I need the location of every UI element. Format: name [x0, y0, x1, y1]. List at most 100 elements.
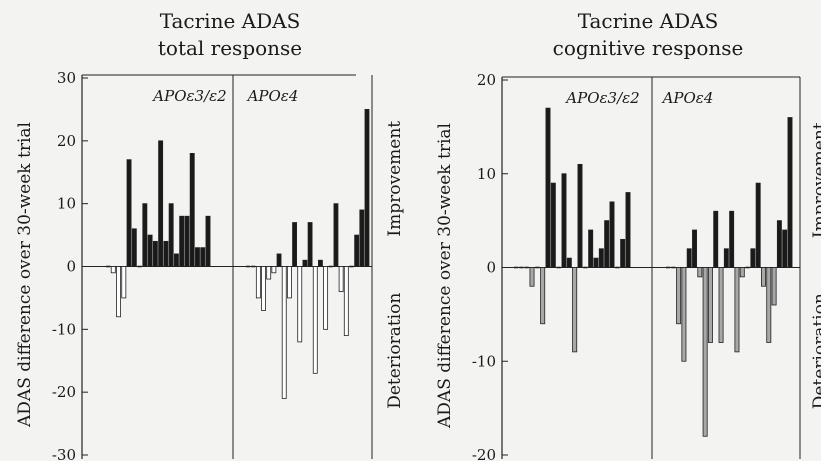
y-tick-label: -30 — [52, 446, 76, 461]
data-bar — [734, 267, 740, 353]
y-tick-label: 20 — [57, 132, 76, 150]
y-tick-label: 0 — [486, 259, 496, 277]
data-bar — [200, 247, 206, 267]
improvement-label: Improvement — [385, 121, 405, 237]
y-tick-label: 20 — [477, 71, 496, 89]
data-bar — [110, 266, 116, 274]
data-bar — [761, 267, 766, 287]
data-bar — [126, 159, 132, 267]
group-label: APOε3/ε2 — [564, 89, 639, 107]
data-bar — [593, 257, 599, 268]
data-bar — [318, 259, 323, 267]
data-bar — [292, 222, 297, 267]
data-bar — [739, 267, 745, 278]
data-bar — [147, 234, 153, 267]
data-bar — [676, 267, 682, 325]
data-bar — [131, 228, 137, 267]
data-bar — [158, 140, 164, 267]
chart-title-line: Tacrine ADAS — [578, 9, 719, 33]
data-bar — [281, 266, 287, 399]
y-tick-label: -10 — [52, 320, 76, 338]
data-bar — [121, 266, 127, 299]
data-bar — [364, 109, 370, 267]
data-bar — [766, 267, 772, 343]
group-label: APOε4 — [246, 87, 299, 105]
data-bar — [723, 248, 729, 268]
data-bar — [195, 247, 200, 267]
data-bar — [255, 266, 261, 299]
data-bar — [750, 248, 756, 268]
data-bar — [163, 240, 169, 267]
data-bar — [168, 203, 174, 267]
data-bar — [286, 266, 292, 299]
deterioration-label: Deterioration — [385, 293, 405, 409]
data-bar — [323, 266, 329, 330]
data-bar — [620, 238, 626, 268]
data-bar — [343, 266, 349, 337]
data-bar — [572, 267, 578, 353]
y-tick-label: -20 — [472, 446, 496, 461]
data-bar — [692, 229, 697, 268]
chart-panel-total: Tacrine ADAS total response -30 -20 -10 0 10 20… — [15, 9, 405, 461]
improvement-label: Improvement — [810, 122, 821, 238]
group-label: APOε4 — [661, 89, 714, 107]
group-label: APOε3/ε2 — [151, 87, 226, 105]
data-bar — [713, 210, 719, 268]
data-bar — [561, 173, 567, 268]
data-bar — [529, 267, 535, 287]
data-bar — [152, 240, 158, 267]
y-axis-label: ADAS difference over 30-week trial — [15, 122, 35, 428]
data-bar — [787, 117, 793, 268]
data-bar — [173, 253, 179, 267]
data-bar — [550, 182, 556, 268]
data-bar — [609, 201, 615, 268]
data-bar — [566, 257, 572, 268]
chart-title-line: cognitive response — [553, 36, 744, 60]
data-bar — [271, 266, 277, 274]
y-tick-label: -10 — [472, 352, 496, 370]
data-bar — [302, 259, 308, 267]
y-tick-label: 10 — [57, 195, 76, 213]
chart-title-line: Tacrine ADAS — [160, 9, 301, 33]
data-bar — [354, 234, 360, 267]
data-bar — [142, 203, 148, 267]
data-bar — [604, 220, 610, 268]
data-bar — [598, 248, 604, 268]
deterioration-label: Deterioration — [810, 293, 821, 409]
y-tick-label: 30 — [57, 69, 76, 87]
data-bar — [307, 222, 313, 267]
data-bar — [179, 215, 185, 267]
data-bar — [697, 267, 703, 278]
data-bar — [338, 266, 344, 293]
y-tick-label: 0 — [66, 258, 76, 276]
data-bar — [776, 220, 782, 268]
data-bar — [577, 163, 583, 268]
y-axis-label: ADAS difference over 30-week trial — [435, 123, 455, 429]
data-bar — [276, 253, 282, 267]
data-bar — [116, 266, 121, 318]
data-bar — [333, 203, 339, 267]
data-bar — [782, 229, 788, 268]
data-bar — [359, 209, 365, 267]
chart-panel-cognitive: Tacrine ADAS cognitive response -20 -10 0 10 2… — [435, 9, 821, 461]
data-bar — [707, 267, 713, 343]
data-bar — [718, 267, 724, 343]
data-bar — [297, 266, 303, 343]
data-bar — [588, 229, 594, 268]
data-bar — [702, 267, 708, 437]
data-bar — [189, 152, 195, 267]
data-bar — [266, 266, 272, 280]
chart-title-line: total response — [158, 36, 302, 60]
y-tick-label: -20 — [52, 383, 76, 401]
data-bar — [729, 210, 735, 268]
data-bar — [540, 267, 546, 325]
data-bar — [312, 266, 318, 374]
y-tick-label: 10 — [477, 165, 496, 183]
data-bar — [681, 267, 687, 362]
data-bar — [184, 215, 190, 267]
data-bar — [205, 215, 211, 267]
data-bar — [545, 107, 551, 268]
data-bar — [261, 266, 266, 311]
data-bar — [771, 267, 777, 306]
